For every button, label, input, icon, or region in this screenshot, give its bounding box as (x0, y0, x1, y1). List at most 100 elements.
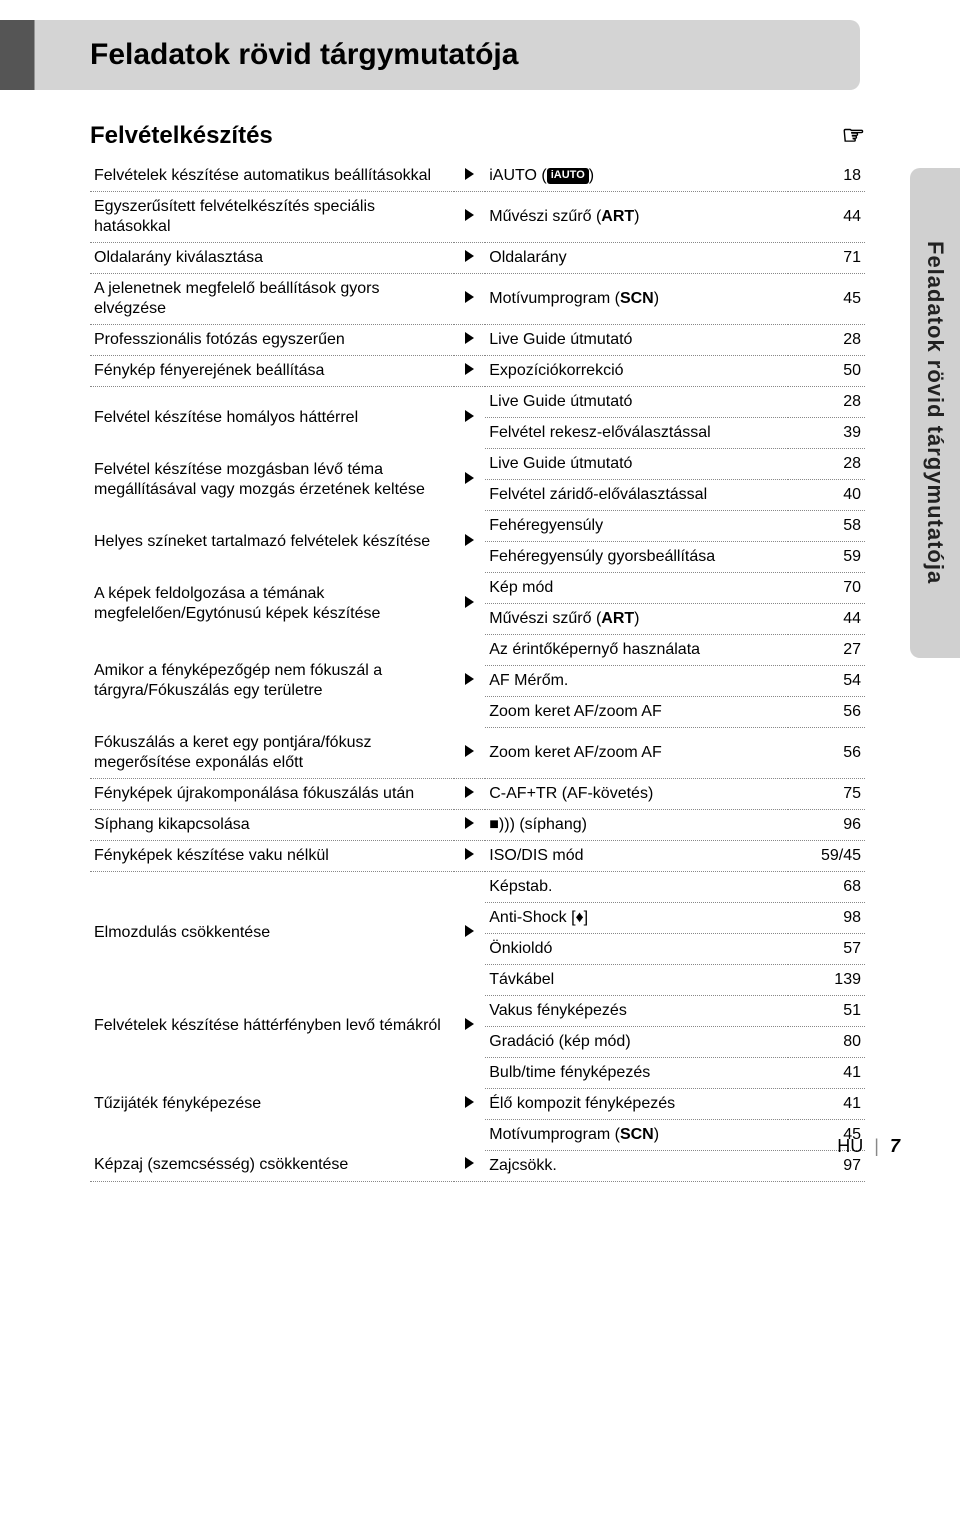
page-cell: 59 (788, 542, 866, 573)
page-cell: 39 (788, 418, 866, 449)
task-cell: Fényképek újrakomponálása fókuszálás utá… (90, 778, 454, 809)
arrow-cell (454, 809, 485, 840)
task-cell: A képek feldolgozása a témának megfelelő… (90, 573, 454, 635)
arrow-cell (454, 635, 485, 728)
ref-cell: Felvétel rekesz-előválasztással (485, 418, 787, 449)
triangle-icon (465, 332, 474, 344)
ref-cell: ■))) (síphang) (485, 809, 787, 840)
arrow-cell (454, 387, 485, 449)
task-cell: Felvétel készítése mozgásban lévő téma m… (90, 449, 454, 511)
page-cell: 71 (788, 243, 866, 274)
ref-cell: Művészi szűrő (ART) (485, 192, 787, 243)
page-cell: 41 (788, 1057, 866, 1088)
task-cell: Egyszerűsített felvételkészítés speciáli… (90, 192, 454, 243)
arrow-cell (454, 778, 485, 809)
ref-cell: Gradáció (kép mód) (485, 1026, 787, 1057)
ref-cell: Önkioldó (485, 933, 787, 964)
page-cell: 80 (788, 1026, 866, 1057)
task-cell: Professzionális fotózás egyszerűen (90, 325, 454, 356)
triangle-icon (465, 410, 474, 422)
triangle-icon (465, 848, 474, 860)
page-cell: 70 (788, 573, 866, 604)
page-cell: 28 (788, 387, 866, 418)
side-tab: Feladatok rövid tárgymutatója (910, 168, 960, 658)
triangle-icon (465, 250, 474, 262)
page-title-bar: Feladatok rövid tárgymutatója (0, 20, 860, 90)
triangle-icon (465, 817, 474, 829)
ref-cell: Motívumprogram (SCN) (485, 1119, 787, 1150)
triangle-icon (465, 1096, 474, 1108)
arrow-cell (454, 161, 485, 192)
page-cell: 54 (788, 666, 866, 697)
arrow-cell (454, 1150, 485, 1181)
task-cell: A jelenetnek megfelelő beállítások gyors… (90, 274, 454, 325)
arrow-cell (454, 840, 485, 871)
arrow-cell (454, 449, 485, 511)
ref-cell: Zoom keret AF/zoom AF (485, 728, 787, 779)
page-cell: 18 (788, 161, 866, 192)
page-cell: 44 (788, 192, 866, 243)
ref-cell: Live Guide útmutató (485, 325, 787, 356)
arrow-cell (454, 192, 485, 243)
page-cell: 59/45 (788, 840, 866, 871)
ref-cell: Kép mód (485, 573, 787, 604)
task-cell: Felvételek készítése háttérfényben levő … (90, 995, 454, 1057)
ref-cell: Felvétel záridő-előválasztással (485, 480, 787, 511)
ref-cell: Vakus fényképezés (485, 995, 787, 1026)
ref-cell: Távkábel (485, 964, 787, 995)
triangle-icon (465, 596, 474, 608)
page-cell: 75 (788, 778, 866, 809)
page-cell: 40 (788, 480, 866, 511)
arrow-cell (454, 995, 485, 1057)
triangle-icon (465, 168, 474, 180)
ref-cell: iAUTO (iAUTO) (485, 161, 787, 192)
page-footer: HU | 7 (837, 1136, 900, 1157)
page-cell: 57 (788, 933, 866, 964)
pointing-hand-icon: ☞ (842, 120, 865, 151)
task-cell: Oldalarány kiválasztása (90, 243, 454, 274)
ref-cell: Expozíciókorrekció (485, 356, 787, 387)
triangle-icon (465, 363, 474, 375)
page-cell: 27 (788, 635, 866, 666)
arrow-cell (454, 274, 485, 325)
arrow-cell (454, 1057, 485, 1150)
page-cell: 50 (788, 356, 866, 387)
arrow-cell (454, 243, 485, 274)
page-cell: 58 (788, 511, 866, 542)
page-cell: 28 (788, 325, 866, 356)
triangle-icon (465, 786, 474, 798)
page-cell: 56 (788, 728, 866, 779)
task-cell: Helyes színeket tartalmazó felvételek ké… (90, 511, 454, 573)
triangle-icon (465, 1018, 474, 1030)
triangle-icon (465, 925, 474, 937)
ref-cell: Képstab. (485, 871, 787, 902)
task-cell: Síphang kikapcsolása (90, 809, 454, 840)
ref-cell: Művészi szűrő (ART) (485, 604, 787, 635)
arrow-cell (454, 511, 485, 573)
ref-cell: Motívumprogram (SCN) (485, 274, 787, 325)
page: Feladatok rövid tárgymutatója Feladatok … (0, 20, 960, 1182)
ref-cell: Zajcsökk. (485, 1150, 787, 1181)
triangle-icon (465, 673, 474, 685)
ref-cell: ISO/DIS mód (485, 840, 787, 871)
page-cell: 139 (788, 964, 866, 995)
ref-cell: Live Guide útmutató (485, 449, 787, 480)
task-cell: Fényképek készítése vaku nélkül (90, 840, 454, 871)
ref-cell: Élő kompozit fényképezés (485, 1088, 787, 1119)
index-table: Felvételek készítése automatikus beállít… (90, 161, 865, 1182)
ref-cell: Az érintőképernyő használata (485, 635, 787, 666)
arrow-cell (454, 871, 485, 995)
triangle-icon (465, 291, 474, 303)
ref-cell: Oldalarány (485, 243, 787, 274)
page-cell: 44 (788, 604, 866, 635)
arrow-cell (454, 325, 485, 356)
ref-cell: Fehéregyensúly gyorsbeállítása (485, 542, 787, 573)
page-title: Feladatok rövid tárgymutatója (90, 38, 518, 71)
section-header: Felvételkészítés ☞ (90, 120, 865, 151)
page-cell: 98 (788, 902, 866, 933)
page-cell: 68 (788, 871, 866, 902)
ref-cell: Live Guide útmutató (485, 387, 787, 418)
page-cell: 51 (788, 995, 866, 1026)
triangle-icon (465, 209, 474, 221)
page-cell: 56 (788, 697, 866, 728)
